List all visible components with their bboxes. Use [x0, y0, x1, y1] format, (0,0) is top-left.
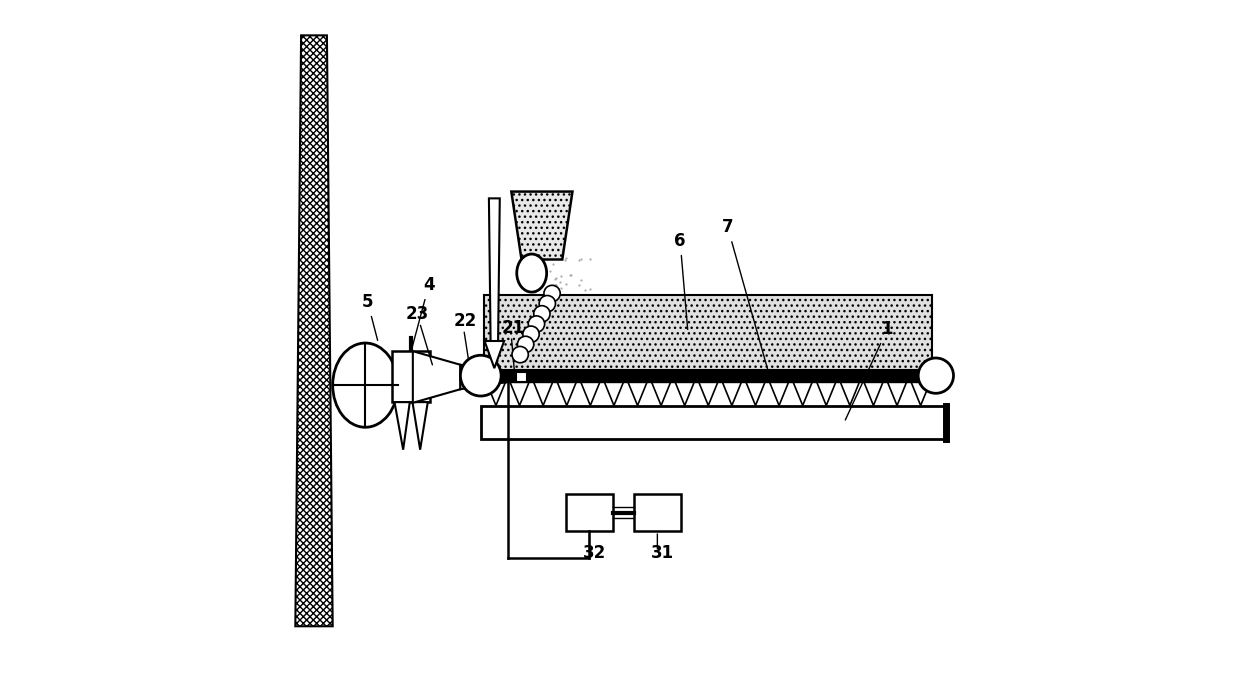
Text: 5: 5 — [362, 293, 378, 340]
Polygon shape — [604, 382, 624, 406]
Bar — [481, 370, 936, 382]
Polygon shape — [460, 365, 495, 389]
Circle shape — [533, 306, 551, 322]
Circle shape — [918, 358, 954, 394]
Polygon shape — [533, 382, 553, 406]
Text: 7: 7 — [722, 218, 769, 373]
Polygon shape — [888, 382, 906, 406]
Bar — [484, 295, 932, 370]
Polygon shape — [295, 35, 332, 626]
Text: 4: 4 — [412, 276, 435, 349]
Text: 6: 6 — [675, 232, 688, 329]
Polygon shape — [722, 382, 742, 406]
Circle shape — [517, 336, 533, 353]
Circle shape — [539, 295, 556, 312]
Circle shape — [460, 355, 501, 396]
Polygon shape — [627, 382, 647, 406]
Circle shape — [523, 326, 539, 342]
Circle shape — [528, 316, 544, 332]
Polygon shape — [864, 382, 883, 406]
Text: 22: 22 — [454, 312, 477, 330]
Polygon shape — [510, 382, 529, 406]
Bar — [634, 494, 681, 531]
Ellipse shape — [332, 343, 398, 427]
Bar — [481, 406, 946, 439]
Text: 1: 1 — [846, 321, 893, 420]
Polygon shape — [485, 341, 505, 368]
Circle shape — [544, 285, 560, 301]
Polygon shape — [651, 382, 671, 406]
Text: 21: 21 — [501, 319, 525, 337]
Polygon shape — [394, 402, 409, 449]
Bar — [516, 372, 527, 383]
Polygon shape — [675, 382, 694, 406]
Polygon shape — [413, 402, 428, 449]
Polygon shape — [911, 382, 930, 406]
Polygon shape — [769, 382, 789, 406]
Text: 31: 31 — [651, 544, 673, 563]
Polygon shape — [745, 382, 765, 406]
Text: 32: 32 — [583, 544, 606, 563]
Polygon shape — [557, 382, 577, 406]
Polygon shape — [489, 198, 500, 365]
Ellipse shape — [517, 254, 547, 292]
Polygon shape — [794, 382, 812, 406]
Text: 23: 23 — [405, 306, 429, 323]
Polygon shape — [841, 382, 859, 406]
Bar — [565, 494, 614, 531]
Polygon shape — [486, 382, 506, 406]
Polygon shape — [698, 382, 718, 406]
Polygon shape — [580, 382, 600, 406]
Circle shape — [512, 346, 528, 363]
Bar — [393, 351, 430, 402]
Polygon shape — [413, 351, 460, 403]
Polygon shape — [495, 370, 522, 384]
Polygon shape — [817, 382, 836, 406]
Polygon shape — [511, 192, 573, 259]
